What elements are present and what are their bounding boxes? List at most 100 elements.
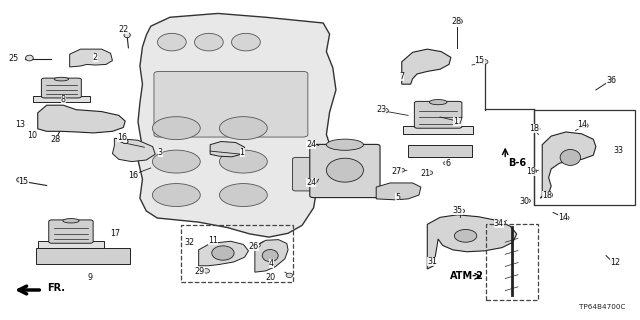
Ellipse shape (454, 229, 477, 242)
Bar (534, 110, 635, 205)
Text: 12: 12 (610, 258, 620, 267)
Ellipse shape (286, 273, 292, 277)
FancyBboxPatch shape (49, 220, 93, 243)
Ellipse shape (63, 219, 79, 223)
Text: 32: 32 (185, 238, 195, 247)
Ellipse shape (563, 216, 569, 220)
Bar (486, 224, 538, 300)
Ellipse shape (459, 209, 465, 213)
FancyBboxPatch shape (292, 157, 340, 191)
Bar (36, 248, 131, 264)
Text: 10: 10 (28, 131, 38, 140)
Text: 33: 33 (614, 146, 624, 155)
Text: 9: 9 (88, 273, 93, 282)
Ellipse shape (203, 269, 209, 273)
Text: 15: 15 (475, 56, 484, 65)
Bar (180, 225, 292, 282)
Ellipse shape (152, 184, 200, 206)
Text: 3: 3 (158, 148, 163, 157)
Polygon shape (428, 215, 516, 269)
Ellipse shape (26, 55, 33, 61)
Ellipse shape (212, 246, 234, 260)
Text: 5: 5 (396, 193, 401, 202)
Text: TP64B4700C: TP64B4700C (579, 304, 625, 310)
Text: 14: 14 (557, 213, 568, 222)
Ellipse shape (152, 117, 200, 140)
Polygon shape (113, 138, 156, 162)
Text: 19: 19 (525, 167, 536, 176)
Ellipse shape (262, 250, 278, 262)
Text: 27: 27 (392, 167, 402, 176)
Ellipse shape (444, 161, 449, 165)
FancyBboxPatch shape (310, 144, 380, 197)
Ellipse shape (220, 150, 268, 173)
Ellipse shape (560, 149, 580, 165)
Polygon shape (210, 141, 244, 157)
Text: 31: 31 (428, 258, 437, 267)
Bar (33, 96, 90, 101)
Ellipse shape (382, 108, 388, 113)
Polygon shape (198, 241, 248, 266)
Ellipse shape (124, 33, 131, 38)
FancyBboxPatch shape (154, 71, 308, 137)
Text: 11: 11 (208, 236, 218, 245)
Polygon shape (376, 183, 421, 200)
Text: 4: 4 (269, 259, 274, 268)
FancyBboxPatch shape (414, 101, 462, 128)
Ellipse shape (456, 19, 463, 24)
Text: 2: 2 (93, 53, 98, 62)
Text: 18: 18 (529, 124, 540, 132)
Ellipse shape (534, 127, 540, 131)
Ellipse shape (525, 199, 531, 203)
Text: 21: 21 (420, 169, 431, 178)
Ellipse shape (427, 171, 433, 175)
Text: 16: 16 (117, 133, 127, 142)
Text: 29: 29 (195, 267, 205, 276)
Ellipse shape (255, 244, 260, 247)
FancyBboxPatch shape (42, 78, 81, 98)
Text: 28: 28 (451, 17, 461, 26)
Bar (38, 241, 104, 248)
Ellipse shape (326, 158, 364, 182)
Ellipse shape (195, 33, 223, 51)
Polygon shape (255, 240, 288, 272)
Bar (403, 126, 474, 134)
Text: 16: 16 (129, 172, 138, 180)
Ellipse shape (54, 136, 60, 140)
Polygon shape (70, 49, 113, 67)
Ellipse shape (122, 140, 128, 144)
Text: 18: 18 (542, 190, 552, 200)
Text: 22: 22 (119, 25, 129, 34)
Ellipse shape (54, 77, 68, 81)
Text: 25: 25 (8, 53, 19, 62)
Ellipse shape (429, 100, 447, 105)
Text: 17: 17 (111, 229, 121, 238)
Text: 8: 8 (61, 95, 66, 104)
Text: 6: 6 (445, 159, 450, 168)
Ellipse shape (547, 193, 553, 197)
Text: 24: 24 (306, 178, 316, 187)
Text: 1: 1 (239, 148, 244, 157)
Text: 7: 7 (399, 72, 404, 81)
Ellipse shape (17, 177, 23, 182)
Polygon shape (138, 13, 336, 237)
Text: 23: 23 (376, 105, 387, 114)
Ellipse shape (220, 117, 268, 140)
Text: 28: 28 (51, 135, 61, 144)
Text: 24: 24 (306, 140, 316, 148)
Ellipse shape (152, 150, 200, 173)
Text: 34: 34 (494, 219, 504, 228)
Text: 15: 15 (19, 177, 29, 186)
Ellipse shape (611, 260, 617, 265)
Text: 13: 13 (15, 120, 25, 130)
Text: 26: 26 (248, 242, 259, 251)
Ellipse shape (582, 123, 588, 128)
Text: ATM-2: ATM-2 (450, 271, 483, 281)
Ellipse shape (481, 60, 488, 64)
Text: FR.: FR. (47, 283, 65, 293)
Ellipse shape (609, 77, 616, 82)
Ellipse shape (531, 169, 537, 173)
Ellipse shape (326, 139, 364, 150)
Ellipse shape (500, 221, 506, 225)
Polygon shape (540, 132, 596, 198)
